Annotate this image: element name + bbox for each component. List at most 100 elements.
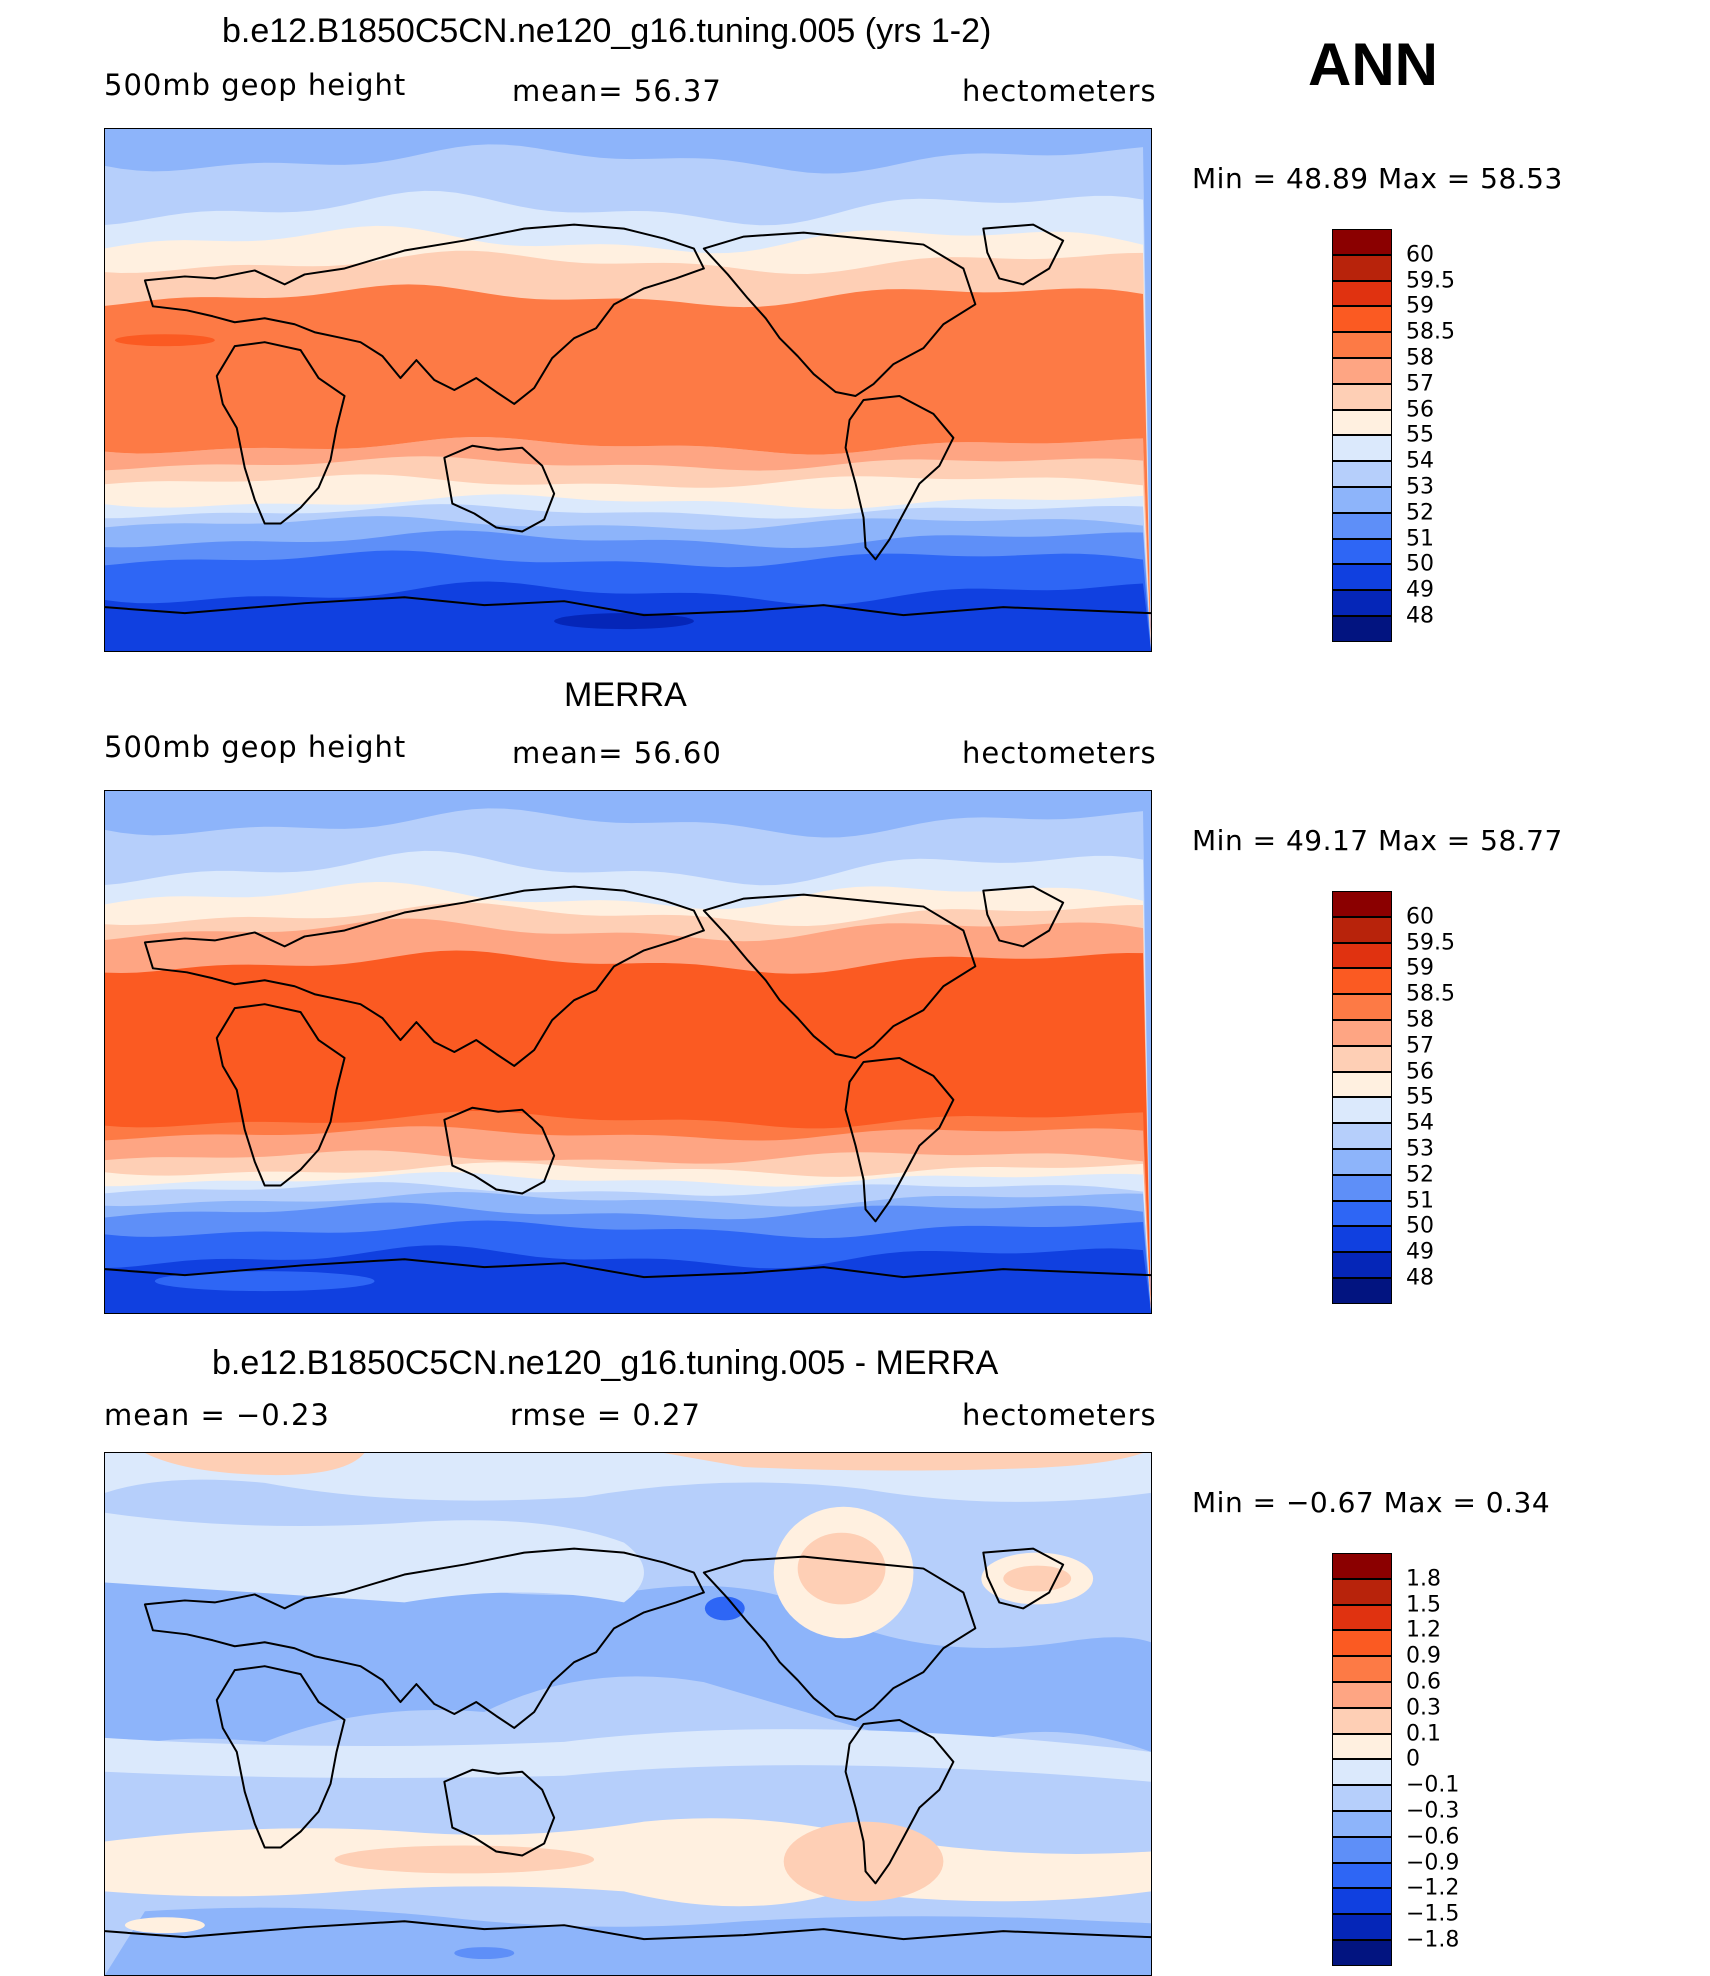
colorbar-swatch [1332, 1200, 1392, 1227]
colorbar-tick-label: 52 [1406, 500, 1434, 526]
colorbar-tick-label: 59.5 [1406, 268, 1455, 294]
colorbar-tick-label: 58 [1406, 1007, 1434, 1033]
colorbar-tick-label: 1.5 [1406, 1592, 1441, 1618]
colorbar-tick-label: 53 [1406, 474, 1434, 500]
colorbar-tick-label: 60 [1406, 904, 1434, 930]
colorbar-swatch [1332, 564, 1392, 591]
map-obs [104, 790, 1152, 1314]
colorbar-tick-label: −0.6 [1406, 1824, 1460, 1850]
colorbar-tick-label: 59 [1406, 293, 1434, 319]
colorbar-swatch [1332, 332, 1392, 358]
colorbar-swatch [1332, 1785, 1392, 1811]
colorbar-tick-label: 49 [1406, 577, 1434, 603]
colorbar-swatch [1332, 357, 1392, 384]
colorbar-swatch [1332, 1759, 1392, 1786]
colorbar-swatch [1332, 461, 1392, 487]
colorbar-tick-label: 1.8 [1406, 1566, 1441, 1592]
mean-label: mean= 56.37 [512, 74, 722, 108]
colorbar-swatch [1332, 968, 1392, 995]
colorbar-tick-label: 51 [1406, 526, 1434, 552]
colorbar-tick-label: 0.6 [1406, 1669, 1441, 1695]
colorbar-swatch [1332, 1656, 1392, 1682]
colorbar-swatch [1332, 1226, 1392, 1253]
colorbar-tick-label: 0 [1406, 1746, 1420, 1772]
colorbar-tick-label: 54 [1406, 448, 1434, 474]
field-label: 500mb geop height [104, 68, 407, 102]
colorbar-tick-label: 58 [1406, 345, 1434, 371]
field-label: 500mb geop height [104, 730, 407, 764]
colorbar-swatch [1332, 538, 1392, 565]
colorbar-swatch [1332, 229, 1392, 255]
min-max-label: Min = 49.17 Max = 58.77 [1192, 824, 1563, 857]
panel-title: b.e12.B1850C5CN.ne120_g16.tuning.005 - M… [212, 1344, 999, 1382]
colorbar-swatch [1332, 1174, 1392, 1201]
colorbar-tick-label: 58.5 [1406, 981, 1455, 1007]
colorbar-tick-label: −0.9 [1406, 1850, 1460, 1876]
colorbar-tick-label: 60 [1406, 242, 1434, 268]
panel-title: MERRA [564, 676, 687, 714]
colorbar-swatch [1332, 435, 1392, 462]
colorbar-tick-label: 57 [1406, 1033, 1434, 1059]
colorbar-swatch [1332, 942, 1392, 969]
map-diff [104, 1452, 1152, 1976]
colorbar-tick-label: 57 [1406, 371, 1434, 397]
colorbar-swatch [1332, 1123, 1392, 1149]
colorbar-tick-label: 59 [1406, 955, 1434, 981]
colorbar-swatch [1332, 916, 1392, 943]
colorbar-swatch [1332, 1553, 1392, 1579]
colorbar-swatch [1332, 1578, 1392, 1605]
colorbar-swatch [1332, 1252, 1392, 1278]
panel-title: b.e12.B1850C5CN.ne120_g16.tuning.005 (yr… [222, 12, 992, 50]
colorbar-swatch [1332, 1914, 1392, 1940]
colorbar-swatch [1332, 994, 1392, 1020]
colorbar-swatch [1332, 590, 1392, 616]
units-label: hectometers [962, 736, 1157, 770]
colorbar-swatch [1332, 891, 1392, 917]
units-label: hectometers [962, 1398, 1157, 1432]
colorbar-swatch [1332, 254, 1392, 281]
colorbar-tick-label: 54 [1406, 1110, 1434, 1136]
colorbar-swatch [1332, 615, 1392, 642]
colorbar-swatch [1332, 1630, 1392, 1657]
colorbar-swatch [1332, 1862, 1392, 1889]
colorbar-tick-label: 0.3 [1406, 1695, 1441, 1721]
colorbar [1332, 1553, 1392, 1966]
colorbar-tick-label: 0.9 [1406, 1643, 1441, 1669]
colorbar-tick-label: −1.8 [1406, 1927, 1460, 1953]
colorbar-tick-label: 52 [1406, 1162, 1434, 1188]
colorbar-swatch [1332, 1681, 1392, 1708]
season-label: ANN [1308, 31, 1438, 98]
min-max-label: Min = −0.67 Max = 0.34 [1192, 1486, 1551, 1519]
colorbar-tick-label: 55 [1406, 1084, 1434, 1110]
colorbar-tick-label: 48 [1406, 603, 1434, 629]
mean-label: mean= 56.60 [512, 736, 722, 770]
colorbar-tick-label: 56 [1406, 1059, 1434, 1085]
colorbar [1332, 229, 1392, 642]
rmse-label: rmse = 0.27 [510, 1398, 701, 1432]
colorbar-swatch [1332, 1810, 1392, 1837]
colorbar-tick-label: 59.5 [1406, 930, 1455, 956]
colorbar-swatch [1332, 1836, 1392, 1863]
colorbar-tick-label: 50 [1406, 1213, 1434, 1239]
mean-label: mean = −0.23 [104, 1398, 330, 1432]
colorbar [1332, 891, 1392, 1304]
colorbar-swatch [1332, 1939, 1392, 1966]
colorbar-tick-label: 53 [1406, 1136, 1434, 1162]
min-max-label: Min = 48.89 Max = 58.53 [1192, 162, 1563, 195]
colorbar-swatch [1332, 1019, 1392, 1046]
colorbar-swatch [1332, 409, 1392, 436]
colorbar-tick-label: −0.3 [1406, 1798, 1460, 1824]
colorbar-swatch [1332, 512, 1392, 539]
colorbar-swatch [1332, 1707, 1392, 1734]
colorbar-tick-label: −1.5 [1406, 1901, 1460, 1927]
colorbar-swatch [1332, 306, 1392, 333]
colorbar-swatch [1332, 1097, 1392, 1124]
colorbar-tick-label: 51 [1406, 1188, 1434, 1214]
colorbar-swatch [1332, 1888, 1392, 1915]
colorbar-swatch [1332, 1148, 1392, 1175]
colorbar-tick-label: 56 [1406, 397, 1434, 423]
colorbar-tick-label: 48 [1406, 1265, 1434, 1291]
map-model [104, 128, 1152, 652]
colorbar-swatch [1332, 383, 1392, 410]
colorbar-tick-label: 55 [1406, 422, 1434, 448]
